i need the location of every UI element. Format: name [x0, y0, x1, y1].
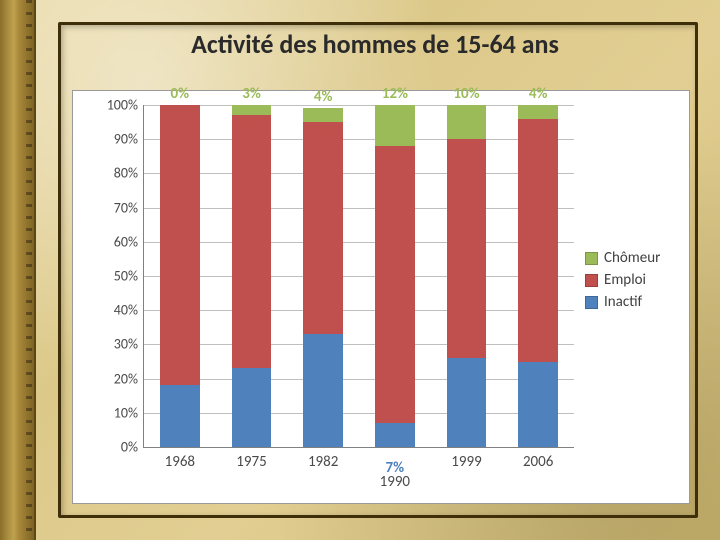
x-tick-label: 1982: [308, 447, 338, 471]
legend-label: Emploi: [604, 271, 646, 289]
bar-segment-chomeur: [303, 108, 342, 122]
bar-segment-emploi: [375, 146, 414, 423]
x-tick-label: 2006: [523, 447, 553, 471]
bar-segment-chomeur: [232, 105, 271, 115]
bar-segment-chomeur: [375, 105, 414, 146]
bar-segment-inactif: [518, 362, 557, 448]
legend-label: Inactif: [604, 293, 642, 311]
slide-background: Activité des hommes de 15-64 ans 0% 10% 20…: [0, 0, 720, 540]
bar-segment-inactif: [447, 358, 486, 447]
slide-title: Activité des hommes de 15-64 ans: [58, 28, 692, 60]
y-tick-label: 0%: [121, 439, 144, 456]
y-tick-label: 90%: [114, 131, 144, 148]
y-tick-label: 30%: [114, 336, 144, 353]
bar-group: 26%64%10%: [447, 105, 486, 447]
x-tick-label: 1999: [451, 447, 481, 471]
bar-segment-chomeur: [447, 105, 486, 139]
bar-segment-inactif: [375, 423, 414, 447]
bar-segment-emploi: [232, 115, 271, 368]
chart-container: 0% 10% 20% 30% 40% 50% 60% 70% 80% 90% 100% 196818%…: [72, 90, 690, 504]
gridline: [144, 105, 574, 106]
legend-item-chomeur: Chômeur: [585, 249, 660, 267]
y-tick-label: 50%: [114, 268, 144, 285]
y-tick-label: 60%: [114, 233, 144, 250]
y-tick-label: 20%: [114, 370, 144, 387]
y-tick-label: 80%: [114, 165, 144, 182]
gridline: [144, 139, 574, 140]
bar-segment-inactif: [160, 385, 199, 447]
bar-group: 33%62%4%: [303, 105, 342, 447]
y-tick-label: 10%: [114, 404, 144, 421]
bar-group: 23%74%3%: [232, 105, 271, 447]
bar-group: 25%71%4%: [518, 105, 557, 447]
gridline: [144, 173, 574, 174]
gridline: [144, 379, 574, 380]
legend-swatch: [585, 252, 598, 265]
gridline: [144, 344, 574, 345]
x-tick-label: 1975: [236, 447, 266, 471]
gridline: [144, 413, 574, 414]
legend-item-inactif: Inactif: [585, 293, 660, 311]
plot-area: 0%10%20%30%40%50%60%70%80%90%100%196818%…: [143, 105, 574, 448]
bar-segment-emploi: [447, 139, 486, 358]
bar-value-label-chomeur: 4%: [314, 88, 333, 106]
gridline: [144, 310, 574, 311]
bar-segment-emploi: [160, 105, 199, 385]
gridline: [144, 242, 574, 243]
x-tick-label: 1968: [165, 447, 195, 471]
bar-group: 18%82%0%: [160, 105, 199, 447]
y-tick-label: 40%: [114, 302, 144, 319]
bar-segment-emploi: [303, 122, 342, 334]
legend-item-emploi: Emploi: [585, 271, 660, 289]
binding-decor: [0, 0, 36, 540]
chart-legend: Chômeur Emploi Inactif: [585, 245, 660, 315]
legend-swatch: [585, 296, 598, 309]
bar-group: 7%81%12%: [375, 105, 414, 447]
x-tick-label: 1990: [380, 447, 410, 491]
legend-swatch: [585, 274, 598, 287]
bar-segment-chomeur: [518, 105, 557, 119]
y-tick-label: 70%: [114, 199, 144, 216]
bar-segment-inactif: [232, 368, 271, 447]
bar-segment-inactif: [303, 334, 342, 447]
legend-label: Chômeur: [604, 249, 660, 267]
gridline: [144, 276, 574, 277]
y-tick-label: 100%: [107, 97, 144, 114]
gridline: [144, 208, 574, 209]
bar-segment-emploi: [518, 119, 557, 362]
